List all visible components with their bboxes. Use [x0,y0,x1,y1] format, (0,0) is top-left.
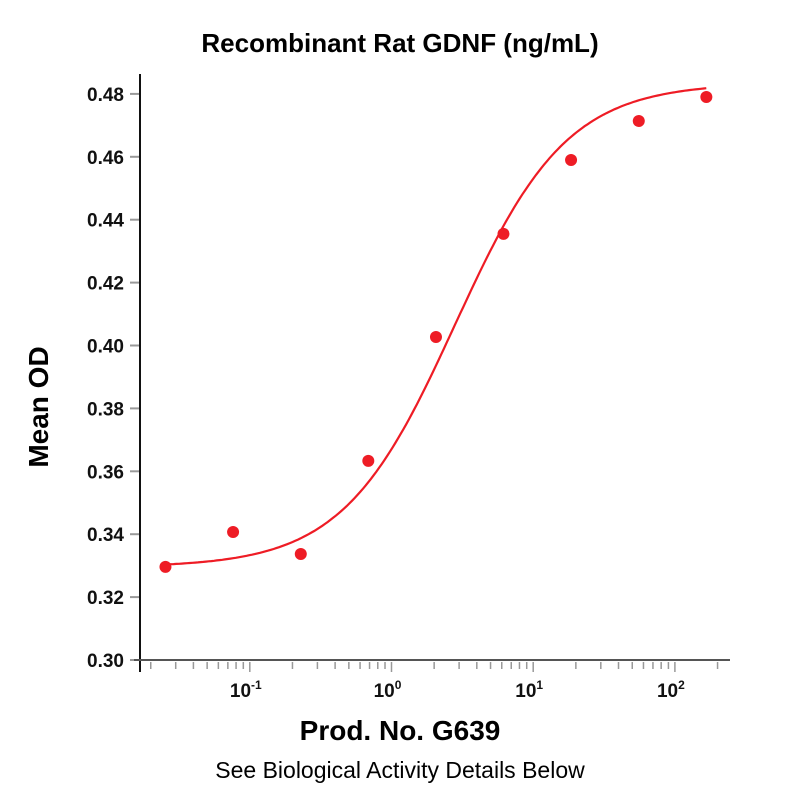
data-point [565,153,578,166]
y-tick-label: 0.36 [87,462,124,483]
data-point [429,331,442,344]
fit-curve [165,87,707,566]
y-tick-label: 0.42 [87,274,124,295]
data-point [632,114,645,127]
data-point [159,560,172,573]
y-tick-label: 0.38 [87,399,124,420]
y-tick-label: 0.48 [87,85,124,106]
data-point [497,227,510,240]
y-tick-label: 0.44 [87,211,124,232]
x-axis-label: Prod. No. G639 [300,715,501,746]
chart-title: Recombinant Rat GDNF (ng/mL) [201,28,598,58]
data-point [700,91,713,104]
y-tick-label: 0.46 [87,148,124,169]
y-tick-label: 0.32 [87,588,124,609]
y-axis-label: Mean OD [23,346,54,467]
data-point [294,548,307,561]
x-tick-label: 101 [515,678,543,702]
y-tick-label: 0.30 [87,651,124,672]
x-tick-label: 102 [657,678,685,702]
footer-note: See Biological Activity Details Below [215,757,585,783]
y-tick-label: 0.40 [87,337,124,358]
x-tick-label: 100 [374,678,402,702]
y-tick-label: 0.34 [87,525,124,546]
data-point [362,454,375,467]
data-point [227,525,240,538]
x-tick-label: 10-1 [230,678,262,702]
